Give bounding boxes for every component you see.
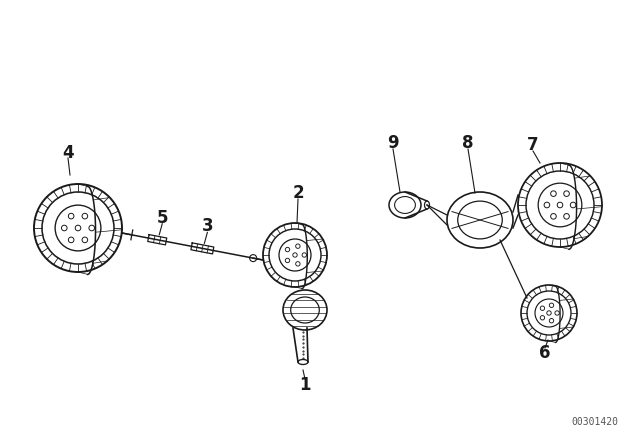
Text: 00301420: 00301420	[572, 417, 618, 427]
Text: 2: 2	[292, 184, 304, 202]
Text: 3: 3	[202, 217, 213, 235]
Text: 8: 8	[462, 134, 474, 152]
Text: 7: 7	[527, 136, 539, 154]
Text: 1: 1	[300, 376, 311, 394]
Text: 9: 9	[387, 134, 399, 152]
Text: 6: 6	[540, 344, 551, 362]
Text: 5: 5	[157, 209, 168, 227]
Text: 4: 4	[62, 144, 74, 162]
